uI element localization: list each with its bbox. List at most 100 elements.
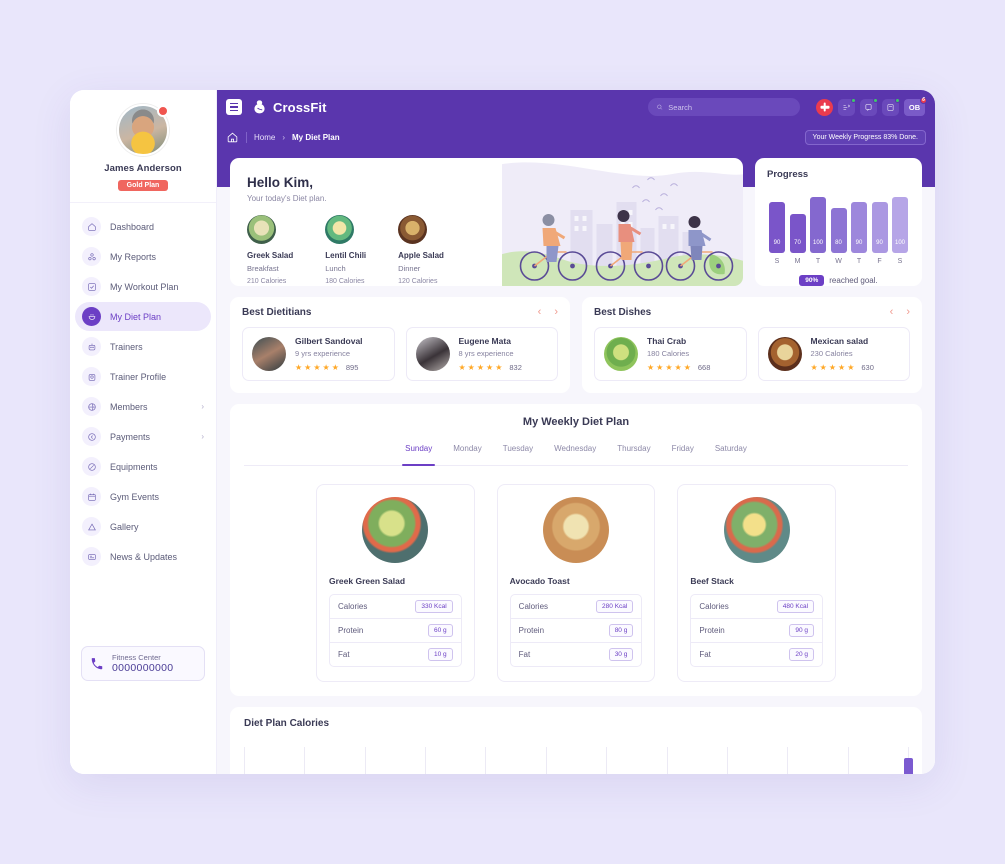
prev-arrow-icon[interactable]: ‹ bbox=[889, 306, 894, 318]
tab-sunday[interactable]: Sunday bbox=[402, 444, 436, 466]
nutrition-key: Calories bbox=[338, 602, 368, 611]
list-item-thumbnail bbox=[604, 337, 638, 371]
meal-item[interactable]: Greek Salad Breakfast 210 Calories bbox=[247, 215, 293, 285]
home-icon[interactable] bbox=[226, 131, 239, 144]
meal-type: Dinner bbox=[398, 264, 421, 273]
list-item-thumbnail bbox=[767, 337, 802, 371]
hero-text-block: Hello Kim, Your today's Diet plan. Greek… bbox=[230, 158, 502, 286]
user-avatar-chip[interactable]: OB 6 bbox=[904, 96, 927, 116]
profile-name: James Anderson bbox=[104, 163, 182, 174]
hero-card: Hello Kim, Your today's Diet plan. Greek… bbox=[230, 158, 743, 286]
report-icon bbox=[82, 247, 101, 266]
list-item[interactable]: Gilbert Sandoval 9 yrs experience ★ ★ ★ ★ ★ … bbox=[242, 327, 395, 381]
profile-block: James Anderson Gold Plan bbox=[70, 90, 216, 203]
sidebar-item-my-diet-plan[interactable]: My Diet Plan bbox=[75, 302, 211, 331]
sidebar-item-my-workout-plan[interactable]: My Workout Plan bbox=[75, 272, 211, 301]
greeting-subtitle: Your today's Diet plan. bbox=[247, 194, 327, 203]
nutrition-row: Fat 30 g bbox=[511, 643, 642, 666]
goal-percent: 90% bbox=[799, 275, 825, 286]
progress-title: Progress bbox=[767, 169, 809, 180]
news-icon bbox=[82, 547, 101, 566]
main-area: CrossFit bbox=[217, 90, 935, 774]
list-item-name: Mexican salad bbox=[810, 336, 869, 346]
star-icon: ★ bbox=[486, 362, 494, 372]
nutrition-key: Protein bbox=[699, 626, 725, 635]
next-arrow-icon[interactable]: › bbox=[554, 306, 558, 318]
chart-gridline bbox=[606, 747, 608, 774]
avatar[interactable] bbox=[117, 104, 169, 156]
diet-dish-card[interactable]: Greek Green Salad Calories 330 Kcal Prot… bbox=[316, 484, 475, 682]
dish-image bbox=[543, 497, 609, 563]
tab-tuesday[interactable]: Tuesday bbox=[502, 444, 534, 453]
tab-monday[interactable]: Monday bbox=[453, 444, 482, 453]
sidebar-item-equipments[interactable]: Equipments bbox=[75, 452, 211, 481]
sidebar-item-members[interactable]: Members › bbox=[75, 392, 211, 421]
sidebar-item-gallery[interactable]: Gallery bbox=[75, 512, 211, 541]
star-icon: ★ bbox=[656, 362, 664, 372]
online-dot bbox=[851, 97, 856, 103]
diet-dish-card[interactable]: Beef Stack Calories 480 Kcal Protein 90 … bbox=[677, 484, 837, 682]
meal-calories: 210 Calories bbox=[247, 278, 287, 285]
meal-item[interactable]: Lentil Chili Lunch 180 Calories bbox=[325, 215, 366, 285]
sidebar-item-dashboard[interactable]: Dashboard bbox=[75, 212, 211, 241]
tab-friday[interactable]: Friday bbox=[671, 444, 694, 453]
carousel-arrows: ‹ › bbox=[890, 307, 910, 318]
sidebar-item-my-reports[interactable]: My Reports bbox=[75, 242, 211, 271]
sidebar-item-payments[interactable]: Payments › bbox=[75, 422, 211, 451]
search-box[interactable] bbox=[648, 98, 800, 116]
progress-bar: 90 bbox=[769, 202, 785, 253]
notes-icon[interactable] bbox=[882, 97, 900, 116]
workout-icon bbox=[82, 277, 101, 296]
star-icon: ★ bbox=[467, 362, 475, 372]
list-item[interactable]: Thai Crab 180 Calories ★ ★ ★ ★ ★ 668 bbox=[594, 327, 747, 381]
brand-name: CrossFit bbox=[273, 99, 327, 115]
nutrition-key: Protein bbox=[518, 626, 545, 635]
app-window: James Anderson Gold Plan Dashboard My Re… bbox=[70, 90, 935, 774]
contact-card[interactable]: Fitness Center 0000000000 bbox=[81, 646, 205, 681]
progress-day-label: S bbox=[774, 258, 780, 265]
best-dietitians-panel: Best Dietitians ‹ › Gilbert Sandoval 9 y… bbox=[230, 297, 570, 393]
chevron-right-icon: › bbox=[201, 432, 204, 441]
progress-bar-value: 70 bbox=[794, 240, 801, 246]
breadcrumb-current: My Diet Plan bbox=[292, 132, 340, 142]
list-item-name: Thai Crab bbox=[647, 336, 687, 346]
tab-thursday[interactable]: Thursday bbox=[617, 444, 651, 453]
sidebar-item-gym-events[interactable]: Gym Events bbox=[75, 482, 211, 511]
prev-arrow-icon[interactable]: ‹ bbox=[537, 306, 542, 318]
meal-name: Greek Salad bbox=[247, 251, 294, 260]
chevron-right-icon: › bbox=[201, 402, 204, 411]
list-item[interactable]: Mexican salad 230 Calories ★ ★ ★ ★ ★ 630 bbox=[757, 327, 910, 381]
progress-bar: 90 bbox=[871, 202, 888, 253]
progress-bar-value: 90 bbox=[773, 240, 781, 246]
tab-saturday[interactable]: Saturday bbox=[714, 444, 747, 453]
chat-icon[interactable] bbox=[860, 97, 878, 116]
best-dishes-panel: Best Dishes ‹ › Thai Crab 180 Calories ★… bbox=[582, 297, 922, 393]
nutrition-row: Protein 80 g bbox=[510, 619, 642, 643]
add-button[interactable] bbox=[816, 98, 833, 116]
next-arrow-icon[interactable]: › bbox=[906, 306, 910, 318]
sidebar-item-trainers[interactable]: Trainers bbox=[75, 332, 211, 361]
diet-dish-card[interactable]: Avocado Toast Calories 280 Kcal Protein … bbox=[496, 484, 656, 682]
meal-item[interactable]: Apple Salad Dinner 120 Calories bbox=[398, 215, 444, 285]
menu-toggle-icon[interactable] bbox=[226, 99, 242, 115]
sidebar-item-news-updates[interactable]: News & Updates bbox=[75, 542, 211, 571]
search-input[interactable] bbox=[668, 102, 792, 112]
goal-row: 90% reached goal. bbox=[767, 275, 910, 286]
rating: ★ ★ ★ ★ ★ 832 bbox=[459, 363, 522, 372]
brand-logo[interactable]: CrossFit bbox=[250, 98, 327, 117]
tab-wednesday[interactable]: Wednesday bbox=[554, 444, 597, 453]
list-item-subtitle: 9 yrs experience bbox=[295, 349, 351, 358]
list-item[interactable]: Eugene Mata 8 yrs experience ★ ★ ★ ★ ★ 832 bbox=[405, 327, 558, 381]
sidebar-item-trainer-profile[interactable]: Trainer Profile bbox=[75, 362, 211, 391]
today-meals: Greek Salad Breakfast 210 Calories Lenti… bbox=[247, 215, 502, 285]
greeting: Hello Kim, bbox=[247, 175, 314, 190]
online-dot bbox=[895, 97, 900, 103]
progress-bar-value: 80 bbox=[835, 240, 842, 246]
star-icon: ★ bbox=[295, 362, 303, 372]
panel-header: Best Dishes ‹ › bbox=[594, 307, 910, 319]
progress-day-label: S bbox=[897, 258, 903, 265]
breadcrumb-home[interactable]: Home bbox=[254, 132, 276, 142]
tasks-icon[interactable] bbox=[838, 97, 856, 116]
list-item-subtitle: 180 Calories bbox=[647, 349, 690, 358]
